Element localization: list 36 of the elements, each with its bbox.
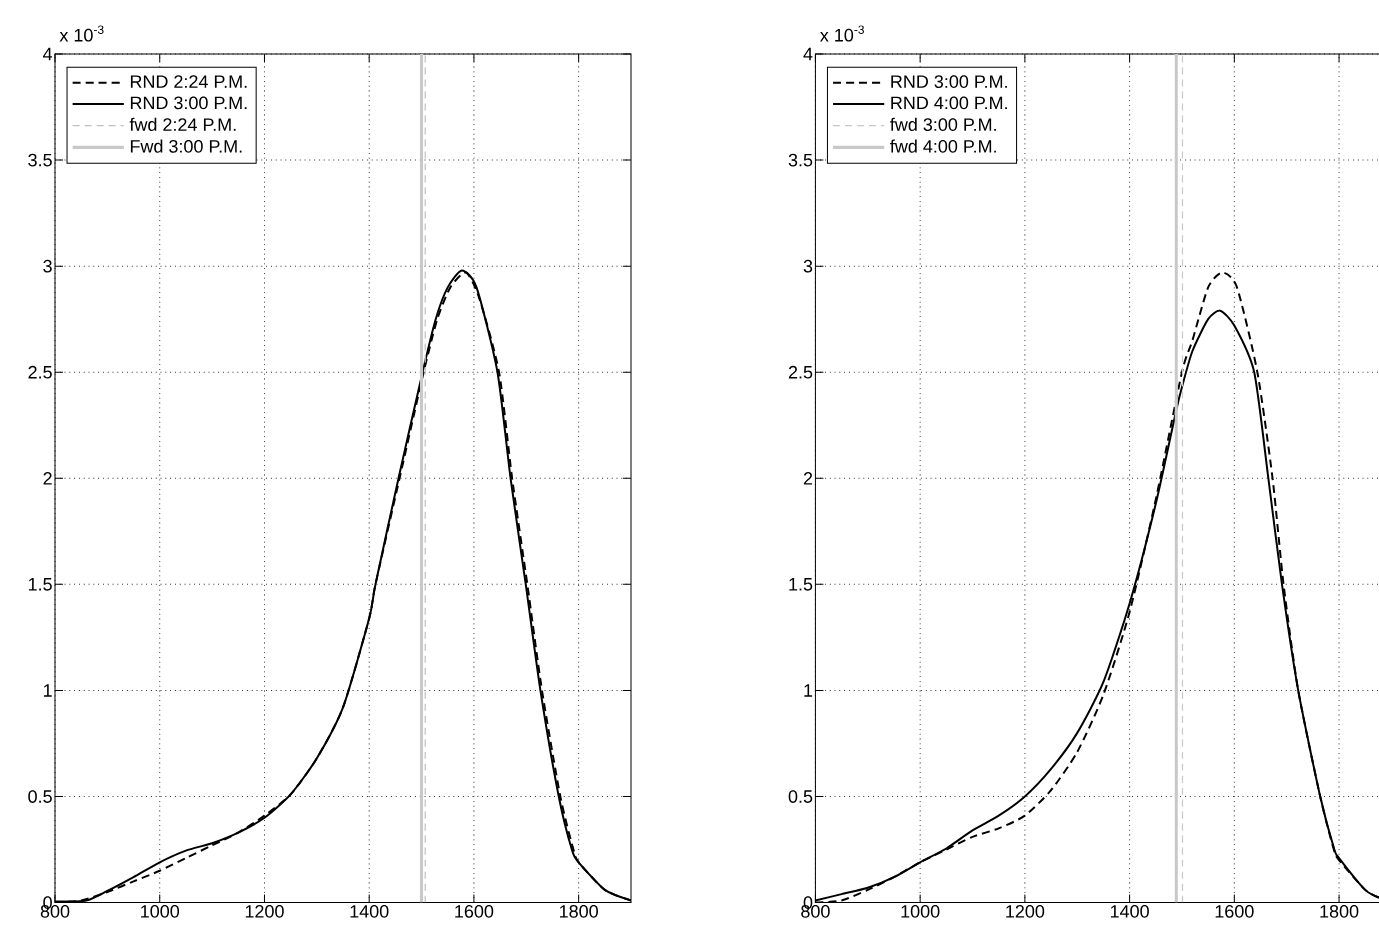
x-tick-label: 1600 bbox=[455, 904, 494, 918]
x-tick-label: 1800 bbox=[560, 904, 598, 918]
legend-label: fwd 2:24 P.M. bbox=[129, 117, 236, 131]
legend-label: RND 2:24 P.M. bbox=[130, 75, 247, 88]
y-tick-label: 0.5 bbox=[788, 790, 813, 803]
y-tick-label: 4 bbox=[803, 47, 813, 61]
x-tick-label: 1000 bbox=[901, 904, 940, 918]
legend-label: RND 3:00 P.M. bbox=[130, 96, 247, 110]
y-tick-label: 3.5 bbox=[28, 153, 52, 167]
x-tick-label: 1000 bbox=[141, 904, 180, 918]
legend-label: fwd 3:00 P.M. bbox=[890, 117, 996, 131]
y-tick-label: 3.5 bbox=[788, 153, 813, 167]
y-tick-label: 2 bbox=[43, 472, 52, 485]
x-tick-label: 1800 bbox=[1320, 904, 1359, 918]
y-tick-label: 4 bbox=[43, 47, 53, 61]
legend-label: fwd 4:00 P.M. bbox=[890, 139, 996, 153]
legend-label: RND 3:00 P.M. bbox=[891, 75, 1007, 88]
y-tick-label: 2.5 bbox=[788, 365, 813, 379]
y-tick-label: 2 bbox=[803, 472, 813, 485]
y-tick-label: 3 bbox=[803, 259, 813, 273]
y-tick-label: 1 bbox=[43, 684, 52, 697]
text: x 10$^{-3}$ bbox=[59, 25, 104, 42]
x-tick-label: 1200 bbox=[1006, 904, 1045, 918]
y-tick-label: 1 bbox=[804, 684, 813, 697]
y-tick-label: 1.5 bbox=[28, 578, 52, 591]
x-tick-label: 1400 bbox=[350, 904, 389, 918]
text: x 10$^{-3}$ bbox=[820, 25, 864, 42]
legend-label: Fwd 3:00 P.M. bbox=[130, 139, 242, 153]
x-tick-label: 1400 bbox=[1110, 904, 1149, 918]
y-tick-label: 1.5 bbox=[789, 578, 813, 591]
y-tick-label: 3 bbox=[43, 259, 52, 273]
y-tick-label: 0.5 bbox=[28, 790, 52, 803]
x-tick-label: 1600 bbox=[1215, 904, 1254, 918]
x-tick-label: 1200 bbox=[245, 904, 284, 918]
legend-label: RND 4:00 P.M. bbox=[891, 96, 1007, 110]
y-tick-label: 2.5 bbox=[28, 365, 52, 379]
